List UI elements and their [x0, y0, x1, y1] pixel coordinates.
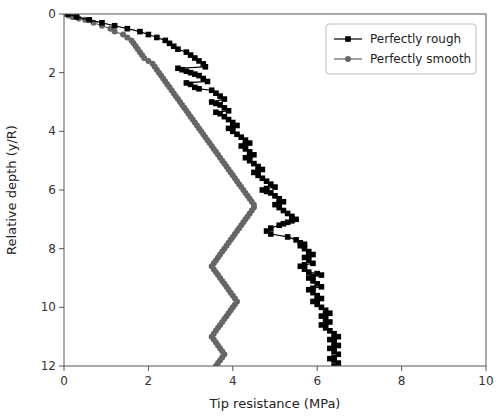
data-point [276, 222, 282, 228]
legend-box [326, 24, 476, 74]
data-point [154, 35, 160, 41]
x-tick-label: 0 [60, 374, 68, 388]
data-point [87, 17, 93, 23]
series [64, 14, 257, 366]
plot-data [64, 14, 341, 366]
y-tick [59, 190, 64, 191]
x-tick-label: 10 [478, 374, 493, 388]
x-tick-label: 4 [229, 374, 237, 388]
y-tick-label: 10 [41, 300, 56, 314]
data-point [74, 14, 80, 20]
y-tick [59, 366, 64, 367]
x-tick [64, 366, 65, 371]
y-tick-label: 8 [48, 242, 56, 256]
y-tick [59, 72, 64, 73]
x-tick [317, 366, 318, 371]
x-tick-label: 6 [313, 374, 321, 388]
axes: 0 2 4 6 8 10 0 2 4 6 8 10 12 [41, 7, 494, 388]
data-point [125, 26, 131, 32]
data-point [137, 29, 143, 35]
x-tick-label: 8 [398, 374, 406, 388]
data-point [203, 64, 209, 70]
legend-marker [345, 56, 351, 62]
data-point [175, 46, 181, 52]
plot-frame [64, 14, 486, 366]
data-point [112, 29, 118, 35]
x-tick [148, 366, 149, 371]
x-tick-label: 2 [145, 374, 153, 388]
y-tick [59, 307, 64, 308]
x-tick [486, 366, 487, 371]
legend-label: Perfectly smooth [370, 52, 471, 66]
chart-svg: 0 2 4 6 8 10 0 2 4 6 8 10 12 Tip resistance (MPa) Rela… [0, 0, 500, 418]
y-tick-label: 0 [48, 7, 56, 21]
data-point [222, 96, 228, 102]
data-point [272, 184, 278, 190]
data-point [268, 231, 274, 237]
y-tick-label: 4 [48, 124, 56, 138]
data-point [112, 23, 118, 29]
x-tick [401, 366, 402, 371]
y-tick [59, 131, 64, 132]
y-tick [59, 248, 64, 249]
data-point [285, 234, 291, 240]
data-point [319, 272, 325, 278]
y-tick-label: 6 [48, 183, 56, 197]
legend-marker [345, 36, 351, 42]
y-tick-label: 12 [41, 359, 56, 373]
legend-label: Perfectly rough [370, 32, 461, 46]
series-line [66, 14, 254, 366]
chart-container: 0 2 4 6 8 10 0 2 4 6 8 10 12 Tip resistance (MPa) Rela… [0, 0, 500, 418]
plot-background [64, 14, 486, 366]
y-tick-label: 2 [48, 66, 56, 80]
data-point [226, 108, 232, 114]
x-axis-label: Tip resistance (MPa) [209, 396, 341, 411]
data-point [310, 261, 316, 267]
y-axis-label: Relative depth (y/R) [4, 125, 19, 255]
data-point [196, 86, 202, 92]
x-tick [232, 366, 233, 371]
data-point [319, 284, 325, 290]
data-point [99, 20, 105, 26]
series [65, 14, 341, 366]
data-point [146, 32, 152, 38]
data-point [205, 79, 211, 85]
legend: Perfectly rough Perfectly smooth [326, 24, 476, 74]
series-line [68, 14, 338, 366]
y-tick [59, 14, 64, 15]
